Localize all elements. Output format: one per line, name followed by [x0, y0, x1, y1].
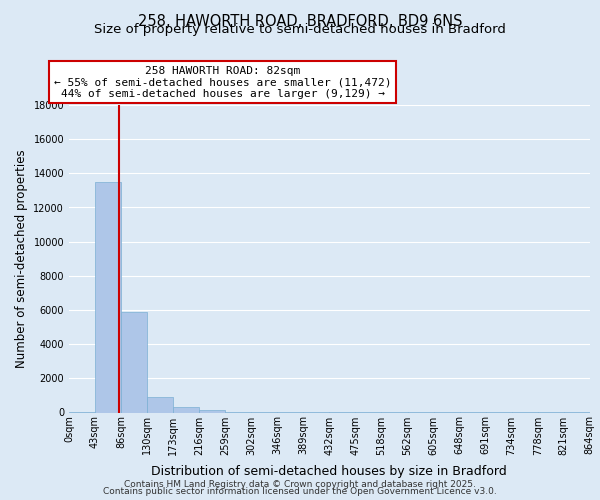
Text: Distribution of semi-detached houses by size in Bradford: Distribution of semi-detached houses by … — [151, 464, 506, 477]
Text: Contains public sector information licensed under the Open Government Licence v3: Contains public sector information licen… — [103, 487, 497, 496]
Y-axis label: Number of semi-detached properties: Number of semi-detached properties — [15, 150, 28, 368]
Bar — [147, 397, 173, 412]
Bar — [199, 410, 225, 412]
Bar — [121, 312, 147, 412]
Text: 258, HAWORTH ROAD, BRADFORD, BD9 6NS: 258, HAWORTH ROAD, BRADFORD, BD9 6NS — [138, 14, 462, 29]
Text: Contains HM Land Registry data © Crown copyright and database right 2025.: Contains HM Land Registry data © Crown c… — [124, 480, 476, 489]
Text: 258 HAWORTH ROAD: 82sqm
← 55% of semi-detached houses are smaller (11,472)
44% o: 258 HAWORTH ROAD: 82sqm ← 55% of semi-de… — [54, 66, 391, 99]
Text: Size of property relative to semi-detached houses in Bradford: Size of property relative to semi-detach… — [94, 24, 506, 36]
Bar — [173, 408, 199, 412]
Bar — [95, 182, 121, 412]
